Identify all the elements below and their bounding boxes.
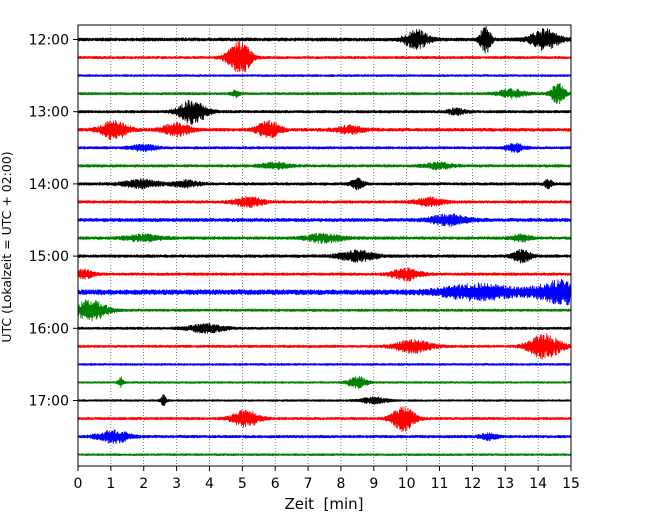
x-axis-label: Zeit [min] [284,495,363,513]
x-tick-label: 13 [496,476,514,492]
x-tick-label: 3 [172,476,181,492]
trace-line [77,375,572,389]
y-tick-label: 16:00 [29,321,69,337]
y-tick-label: 15:00 [29,249,69,265]
trace-line [77,267,572,282]
trace-line [77,40,572,73]
trace-line [77,453,572,457]
x-axis-ticks: 0 1 2 3 4 5 6 7 8 9 10 11 12 13 14 15 [74,466,580,492]
trace-line [77,26,572,54]
trace-line [77,394,572,407]
trace-line [77,278,572,306]
trace-line [77,248,572,264]
x-tick-label: 15 [562,476,580,492]
trace-line [77,83,572,105]
x-tick-label: 9 [369,476,378,492]
y-tick-label: 13:00 [29,105,69,121]
y-tick-label: 17:00 [29,394,69,410]
trace-line [77,299,572,322]
x-tick-label: 10 [398,476,416,492]
x-tick-label: 11 [431,476,449,492]
y-axis-label: UTC (Lokalzeit = UTC + 02:00) [0,151,14,342]
trace-line [77,195,572,208]
x-tick-label: 8 [336,476,345,492]
seismogram-traces [77,26,572,457]
y-tick-label: 12:00 [29,33,69,49]
trace-line [77,100,572,126]
y-axis-ticks: 12:00 13:00 14:00 15:00 16:00 17:00 [29,33,78,410]
trace-line [77,74,572,78]
x-tick-label: 2 [139,476,148,492]
trace-line [77,322,572,334]
x-tick-label: 7 [304,476,313,492]
trace-line [77,142,572,154]
x-tick-label: 5 [238,476,247,492]
trace-line [77,429,572,445]
x-tick-label: 4 [205,476,214,492]
trace-line [77,362,572,366]
trace-line [77,161,572,171]
x-tick-label: 12 [463,476,481,492]
trace-line [77,213,572,227]
trace-line [77,119,572,140]
x-tick-label: 6 [271,476,280,492]
x-tick-label: 0 [74,476,83,492]
trace-line [77,406,572,432]
trace-line [77,177,572,191]
trace-line [77,232,572,244]
y-tick-label: 14:00 [29,177,69,193]
plot-frame [77,24,572,467]
x-tick-label: 1 [106,476,115,492]
x-tick-label: 14 [529,476,547,492]
trace-line [77,333,572,360]
